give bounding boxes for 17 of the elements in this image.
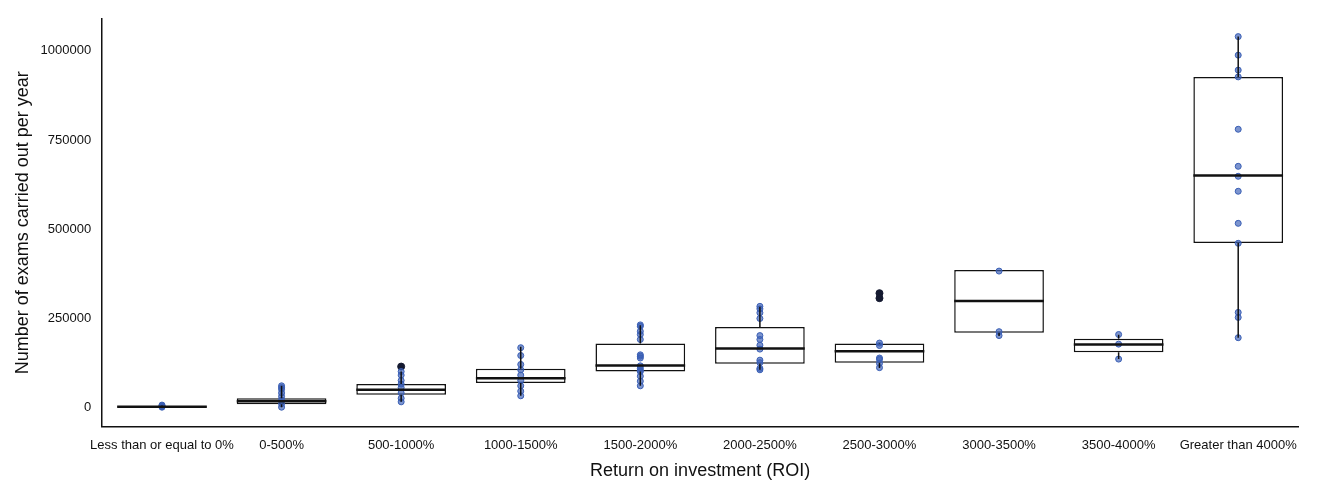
y-tick-label: 750000: [47, 131, 92, 147]
x-tick-label: 1500-2000%: [603, 437, 678, 453]
x-tick-label: 3000-3500%: [962, 437, 1037, 453]
y-axis-title: Number of exams carried out per year: [11, 71, 32, 375]
y-tick-label: 250000: [47, 309, 92, 325]
y-tick-label: 500000: [47, 220, 92, 236]
x-axis-title: Return on investment (ROI): [590, 460, 811, 481]
x-tick-label: 500-1000%: [367, 437, 435, 453]
x-tick-label: 2000-2500%: [723, 437, 798, 453]
x-tick-label: 3500-4000%: [1081, 437, 1156, 453]
x-tick-label: 2500-3000%: [842, 437, 917, 453]
x-tick-label: 1000-1500%: [483, 437, 559, 453]
x-tick-label: Greater than 4000%: [1179, 437, 1298, 453]
x-tick-label: Less than or equal to 0%: [90, 437, 235, 453]
y-tick-label: 0: [83, 398, 92, 414]
x-tick-label: 0-500%: [259, 437, 305, 453]
y-tick-label: 1000000: [40, 42, 92, 58]
